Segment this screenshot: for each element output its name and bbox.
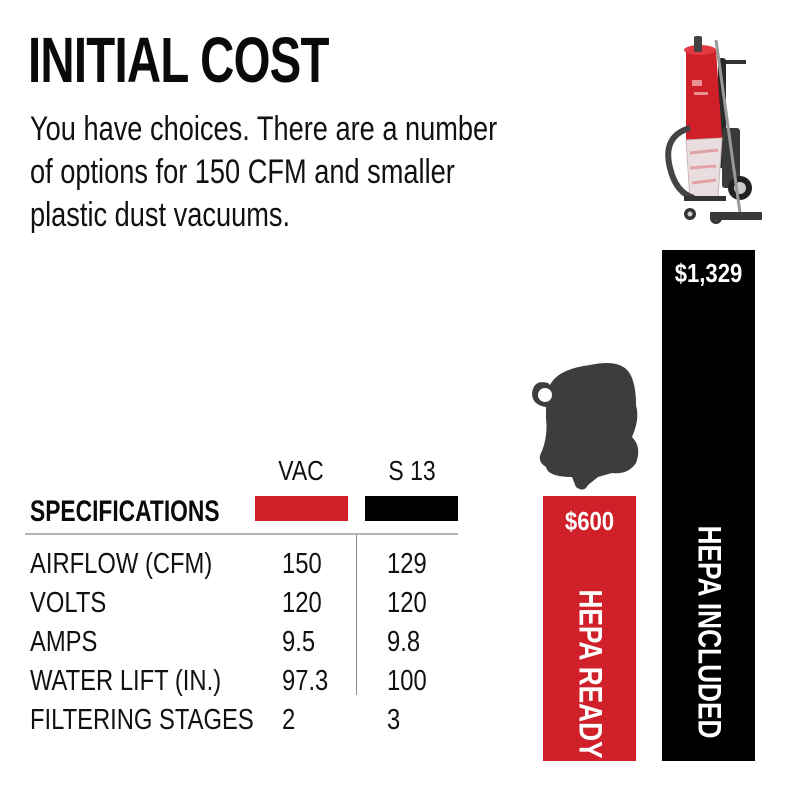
- intro-line: You have choices. There are a number: [30, 110, 498, 148]
- table-row: FILTERING STAGES 2 3: [30, 700, 470, 740]
- s13-legend-swatch: [365, 496, 458, 521]
- table-row: WATER LIFT (IN.) 97.3 100: [30, 661, 470, 701]
- column-header-vac: VAC: [278, 455, 324, 486]
- s13-price-bar: $1,329 HEPA INCLUDED: [662, 250, 755, 761]
- specifications-heading: SPECIFICATIONS: [30, 495, 220, 528]
- s13-value: 100: [387, 665, 427, 697]
- table-divider: [25, 533, 458, 535]
- vac-value: 120: [282, 587, 322, 619]
- column-header-s13: S 13: [388, 455, 436, 486]
- table-row: AIRFLOW (CFM) 150 129: [30, 544, 470, 584]
- vac-price-bar: $600 HEPA READY: [543, 496, 636, 761]
- spec-label: FILTERING STAGES: [30, 704, 254, 736]
- spec-label: WATER LIFT (IN.): [30, 665, 222, 697]
- vac-value: 2: [282, 704, 296, 736]
- vac-price-label: $600: [564, 506, 615, 536]
- page-title: INITIAL COST: [28, 24, 329, 96]
- vac-bar-annotation: HEPA READY: [572, 589, 608, 759]
- s13-price-label: $1,329: [674, 258, 743, 288]
- intro-line: of options for 150 CFM and smaller: [30, 153, 455, 191]
- s13-value: 120: [387, 587, 427, 619]
- vac-value: 97.3: [282, 665, 329, 697]
- table-row: VOLTS 120 120: [30, 583, 470, 623]
- intro-text: You have choices. There are a number of …: [30, 108, 638, 237]
- spec-label: AIRFLOW (CFM): [30, 548, 213, 580]
- vacuum-silhouette-icon: [532, 363, 639, 490]
- intro-line: plastic dust vacuums.: [30, 196, 291, 234]
- s13-vacuum-image-icon: [665, 36, 762, 224]
- s13-bar-annotation: HEPA INCLUDED: [691, 525, 727, 739]
- s13-value: 9.8: [387, 626, 421, 658]
- s13-value: 3: [387, 704, 401, 736]
- vac-legend-swatch: [255, 496, 348, 521]
- vac-value: 150: [282, 548, 322, 580]
- vac-value: 9.5: [282, 626, 316, 658]
- spec-label: AMPS: [30, 626, 98, 658]
- column-divider: [356, 535, 357, 695]
- spec-label: VOLTS: [30, 587, 107, 619]
- table-row: AMPS 9.5 9.8: [30, 622, 470, 662]
- s13-value: 129: [387, 548, 427, 580]
